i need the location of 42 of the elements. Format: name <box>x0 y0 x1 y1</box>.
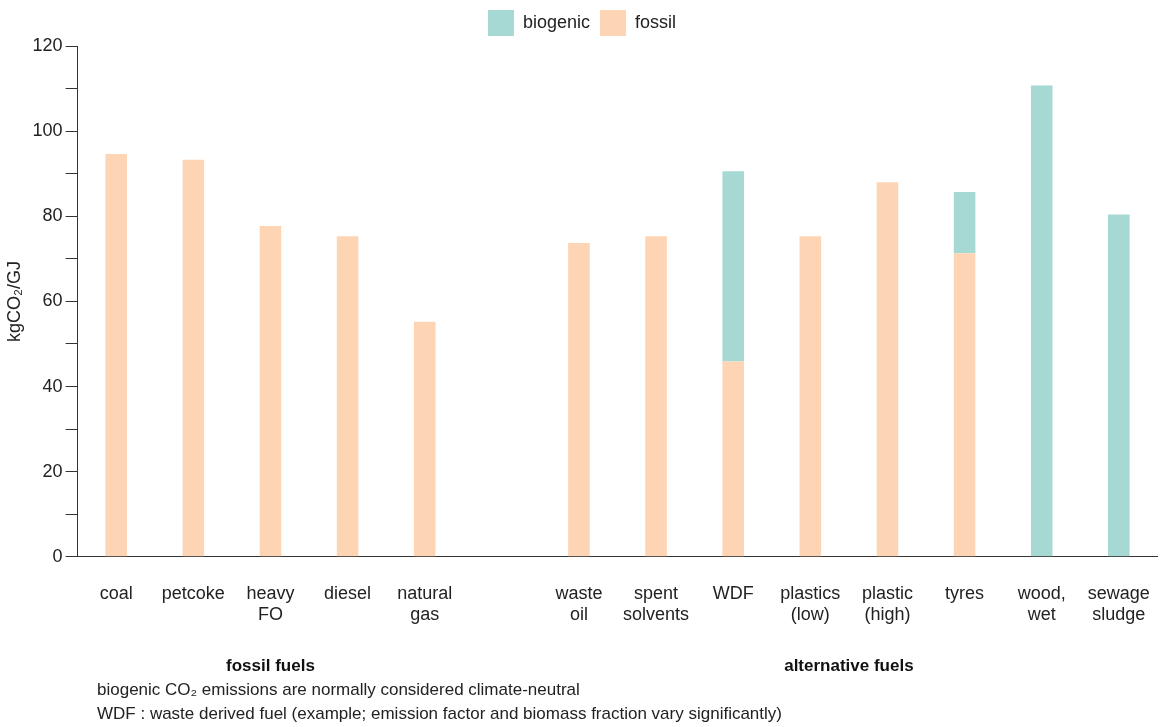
bar <box>336 236 359 557</box>
bar <box>953 192 976 254</box>
y-axis-title: kgCO₂/GJ <box>3 260 24 342</box>
x-tick-label: tyres <box>945 582 985 603</box>
bar <box>568 243 590 557</box>
x-tick-label: WDF <box>712 582 754 603</box>
bar <box>645 236 667 557</box>
bar <box>182 159 205 557</box>
bar <box>722 361 744 557</box>
bar <box>799 236 822 557</box>
text: WDF : waste derived fuel (example; emission factor and biomass fraction vary significantly) <box>97 703 782 725</box>
bar <box>105 154 127 557</box>
text: fossil fuels <box>226 655 315 675</box>
text: alternative fuels <box>784 655 914 675</box>
bar <box>413 321 436 557</box>
y-tick-label: 60 <box>42 290 63 311</box>
bar <box>259 226 282 557</box>
bar <box>1030 85 1053 557</box>
x-tick-label: wood, wet <box>1016 582 1066 625</box>
y-tick-label: 120 <box>32 34 63 55</box>
x-tick-label: natural gas <box>397 582 453 625</box>
x-tick-label: petcoke <box>161 582 225 603</box>
x-tick-label: diesel <box>324 582 372 603</box>
bar <box>876 182 899 557</box>
x-tick-label: spent solvents <box>623 582 690 625</box>
y-tick-label: 80 <box>42 205 63 226</box>
y-tick-label: 40 <box>42 375 63 396</box>
bar <box>1108 214 1130 557</box>
bar <box>953 253 976 557</box>
x-tick-label: coal <box>99 582 133 603</box>
legend-label: fossil <box>635 11 677 32</box>
x-tick-label: waste oil <box>554 582 603 625</box>
y-tick-label: 100 <box>32 120 63 141</box>
bar <box>722 171 744 362</box>
x-tick-label: sewage sludge <box>1087 582 1150 625</box>
x-tick-label: plastics (low) <box>780 582 841 625</box>
text: biogenic CO₂ emissions are normally considered climate-neutral <box>97 679 581 701</box>
x-tick-label: heavy FO <box>246 582 295 625</box>
y-tick-label: 0 <box>52 545 63 566</box>
x-tick-label: plastic (high) <box>861 582 913 625</box>
y-tick-label: 20 <box>42 460 63 481</box>
legend-label: biogenic <box>522 11 591 32</box>
